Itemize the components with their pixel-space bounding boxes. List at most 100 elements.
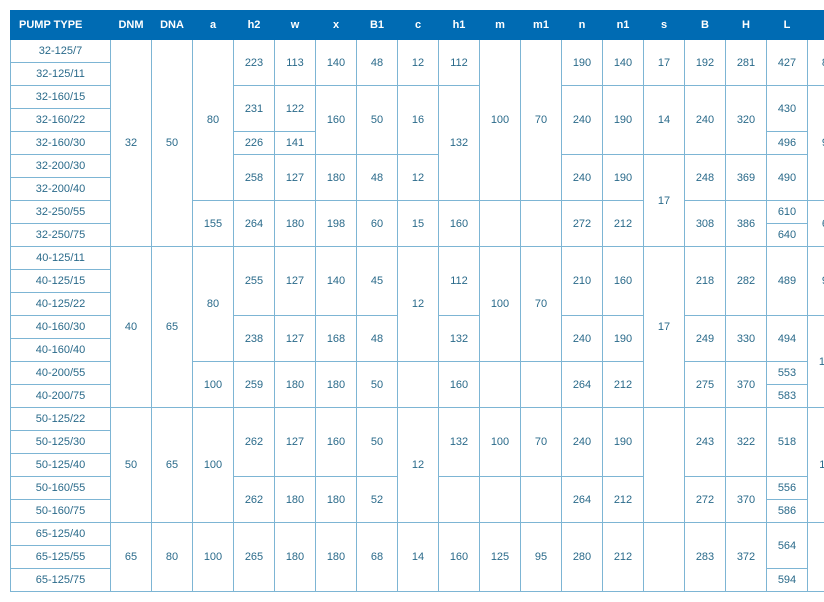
- col-n: n: [562, 11, 603, 40]
- cell: 262: [234, 477, 275, 523]
- cell: 583: [767, 385, 808, 408]
- cell: 489: [767, 247, 808, 316]
- cell: 12: [398, 247, 439, 362]
- cell: 190: [603, 316, 644, 362]
- cell: 190: [562, 40, 603, 86]
- cell: 68: [357, 523, 398, 592]
- cell: 65: [152, 247, 193, 408]
- cell: 80: [193, 40, 234, 201]
- col-k: K: [808, 11, 824, 40]
- col-l: L: [767, 11, 808, 40]
- col-s: s: [644, 11, 685, 40]
- cell: 586: [767, 500, 808, 523]
- cell: 243: [685, 408, 726, 477]
- cell: 15: [398, 201, 439, 247]
- cell: 180: [275, 201, 316, 247]
- header-row: PUMP TYPE DNM DNA a h2 w x B1 c h1 m m1 …: [11, 11, 824, 40]
- cell: 259: [234, 362, 275, 408]
- cell: 48: [357, 316, 398, 362]
- cell: 32: [111, 40, 152, 247]
- cell: 52: [357, 477, 398, 523]
- cell: 160: [316, 408, 357, 477]
- cell: 238: [234, 316, 275, 362]
- col-m1: m1: [521, 11, 562, 40]
- cell: 427: [767, 40, 808, 86]
- cell: [521, 201, 562, 247]
- cell: 640: [767, 224, 808, 247]
- cell: 155: [193, 201, 234, 247]
- cell: 192: [685, 40, 726, 86]
- cell: 132: [439, 86, 480, 201]
- cell: 249: [685, 316, 726, 362]
- table-row: 65-125/40 65 80 100 265 180 180 68 14 16…: [11, 523, 824, 546]
- pump-type-cell: 40-200/75: [11, 385, 111, 408]
- cell: 70: [521, 247, 562, 362]
- cell: 65: [152, 408, 193, 523]
- col-x: x: [316, 11, 357, 40]
- cell: 95: [521, 523, 562, 592]
- cell: 105: [808, 316, 824, 408]
- cell: 370: [726, 362, 767, 408]
- cell: 100: [480, 408, 521, 477]
- pump-type-cell: 32-200/40: [11, 178, 111, 201]
- pump-type-cell: 40-200/55: [11, 362, 111, 385]
- col-b1: B1: [357, 11, 398, 40]
- cell: [398, 362, 439, 408]
- cell: 180: [316, 477, 357, 523]
- pump-type-cell: 65-125/40: [11, 523, 111, 546]
- cell: 160: [439, 201, 480, 247]
- cell: 320: [726, 86, 767, 155]
- cell: 610: [767, 201, 808, 224]
- cell: 12: [398, 408, 439, 523]
- cell: 100: [193, 408, 234, 523]
- pump-type-cell: 32-200/30: [11, 155, 111, 178]
- cell: 50: [357, 362, 398, 408]
- cell: [808, 523, 824, 592]
- cell: 370: [726, 477, 767, 523]
- cell: 240: [562, 155, 603, 201]
- cell: 140: [316, 247, 357, 316]
- cell: 100: [193, 523, 234, 592]
- cell: 190: [603, 86, 644, 155]
- pump-type-cell: 50-160/55: [11, 477, 111, 500]
- cell: 168: [316, 316, 357, 362]
- cell: 122: [275, 86, 316, 132]
- cell: 180: [316, 523, 357, 592]
- cell: 50: [152, 40, 193, 247]
- col-h1: h1: [439, 11, 480, 40]
- pump-type-cell: 32-250/55: [11, 201, 111, 224]
- cell: 240: [562, 86, 603, 155]
- cell: 80: [152, 523, 193, 592]
- cell: 48: [357, 40, 398, 86]
- cell: 212: [603, 477, 644, 523]
- cell: 70: [521, 40, 562, 201]
- cell: 240: [685, 86, 726, 155]
- cell: 490: [767, 155, 808, 201]
- pump-type-cell: 50-125/30: [11, 431, 111, 454]
- cell: 272: [685, 477, 726, 523]
- cell: 210: [562, 247, 603, 316]
- cell: 275: [685, 362, 726, 408]
- cell: 100: [480, 247, 521, 362]
- cell: 180: [275, 362, 316, 408]
- cell: 100: [480, 40, 521, 201]
- cell: 430: [767, 86, 808, 132]
- cell: 282: [726, 247, 767, 316]
- cell: 80: [193, 247, 234, 362]
- cell: 231: [234, 86, 275, 132]
- cell: 212: [603, 523, 644, 592]
- pump-type-cell: 65-125/75: [11, 569, 111, 592]
- cell: 264: [562, 362, 603, 408]
- cell: 40: [111, 247, 152, 408]
- table-row: 32-125/7 32 50 80 223 113 140 48 12 112 …: [11, 40, 824, 63]
- cell: 369: [726, 155, 767, 201]
- cell: 140: [603, 40, 644, 86]
- cell: 240: [562, 316, 603, 362]
- cell: 160: [316, 86, 357, 155]
- cell: 127: [275, 155, 316, 201]
- cell: 198: [316, 201, 357, 247]
- cell: 322: [726, 408, 767, 477]
- cell: 160: [439, 523, 480, 592]
- cell: 95: [808, 247, 824, 316]
- cell: 60: [808, 201, 824, 247]
